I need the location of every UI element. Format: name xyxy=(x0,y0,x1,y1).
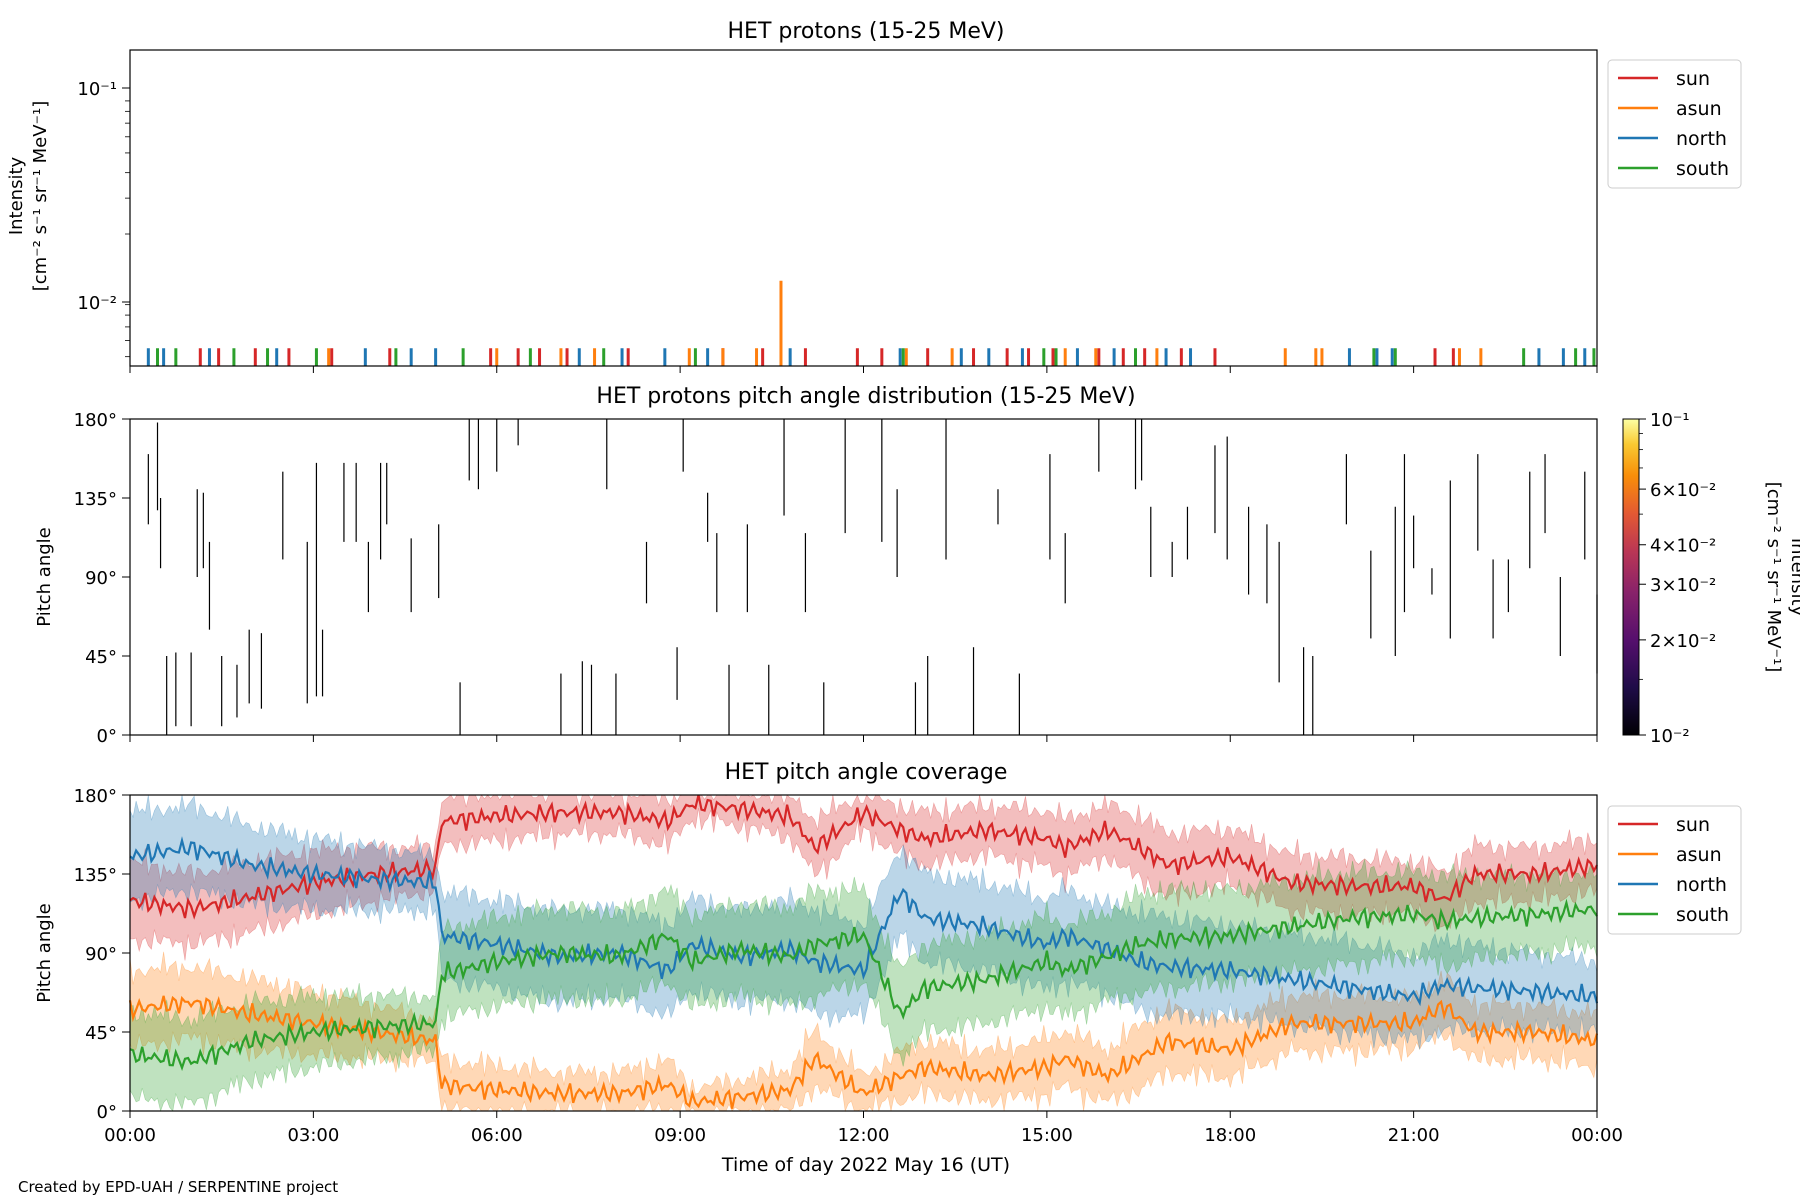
colorbar-ticks: 10⁻¹ 6×10⁻² 4×10⁻² 3×10⁻² 2×10⁻² 10⁻² xyxy=(1639,410,1716,747)
x-tick-label: 03:00 xyxy=(287,1125,339,1146)
panel2-ytick-label-135: 135° xyxy=(74,489,117,510)
legend-label-sun: sun xyxy=(1676,814,1710,836)
legend-label-asun: asun xyxy=(1676,98,1722,120)
panel2-segments xyxy=(147,419,1598,735)
legend-label-south: south xyxy=(1676,904,1729,926)
panel3-frame xyxy=(129,794,1598,1112)
panel3-title: HET pitch angle coverage xyxy=(725,760,1008,785)
x-tick-label: 00:00 xyxy=(104,1125,156,1146)
panel-pitch-distribution: HET protons pitch angle distribution (15… xyxy=(34,384,1800,747)
panel3-ytick-label-45: 45° xyxy=(85,1023,117,1044)
panel2-frame xyxy=(129,418,1598,736)
colorbar-label-line1: Intensity xyxy=(1787,538,1800,617)
x-tick-label: 09:00 xyxy=(654,1125,706,1146)
colorbar-tick-label: 4×10⁻² xyxy=(1650,536,1716,557)
panel1-bars xyxy=(146,280,1596,366)
panel2-ytick-label-180: 180° xyxy=(74,410,117,431)
panel2-ylabel: Pitch angle xyxy=(34,527,55,626)
panel3-ytick-label-90: 90° xyxy=(85,944,117,965)
panel1-xticks xyxy=(129,366,1598,373)
panel1-ylabel-line2: [cm⁻² s⁻¹ sr⁻¹ MeV⁻¹] xyxy=(30,101,51,292)
line-asun xyxy=(128,995,1599,1109)
panel3-ytick-label-0: 0° xyxy=(97,1102,117,1123)
panel2-ytick-label-0: 0° xyxy=(97,726,117,747)
colorbar xyxy=(1622,418,1640,736)
panel1-minor-ticks xyxy=(125,100,130,358)
line-north xyxy=(129,836,1599,1007)
panel3-ytick-label-180: 180° xyxy=(74,786,117,807)
x-tick-labels: 00:00 03:00 06:00 09:00 12:00 15:00 18:00 21:00… xyxy=(104,1125,1623,1146)
x-tick-label: 18:00 xyxy=(1204,1125,1256,1146)
panel3-ytick-label-135: 135° xyxy=(74,865,117,886)
panel1-legend: sun asun north south xyxy=(1607,59,1742,189)
colorbar-tick-label: 10⁻¹ xyxy=(1650,410,1690,431)
colorbar-label: Intensity [cm⁻² s⁻¹ sr⁻¹ MeV⁻¹] xyxy=(1763,482,1800,673)
panel1-frame xyxy=(129,49,1598,367)
panel1-ytick-label-1: 10⁻¹ xyxy=(77,79,117,100)
footer-credit: Created by EPD-UAH / SERPENTINE project xyxy=(18,1178,338,1196)
panel1-ytick-label-2: 10⁻² xyxy=(77,293,117,314)
panel3-xticks xyxy=(129,1111,1598,1118)
panel1-ylabel-line1: Intensity xyxy=(6,156,27,235)
legend-box xyxy=(1607,805,1742,935)
line-south xyxy=(129,898,1598,1071)
x-tick-label: 06:00 xyxy=(471,1125,523,1146)
colorbar-tick-label: 2×10⁻² xyxy=(1650,631,1716,652)
x-tick-label: 00:00 xyxy=(1571,1125,1623,1146)
panel2-title: HET protons pitch angle distribution (15… xyxy=(596,384,1135,409)
legend-label-north: north xyxy=(1676,128,1727,150)
panel3-lines xyxy=(128,794,1599,1109)
panel2-ytick-label-90: 90° xyxy=(85,568,117,589)
colorbar-tick-label: 6×10⁻² xyxy=(1650,480,1716,501)
legend-label-asun: asun xyxy=(1676,844,1722,866)
colorbar-tick-label: 10⁻² xyxy=(1650,726,1690,747)
panel1-ylabel: Intensity [cm⁻² s⁻¹ sr⁻¹ MeV⁻¹] xyxy=(6,101,51,292)
panel3-bands xyxy=(129,794,1598,1113)
legend-label-south: south xyxy=(1676,158,1729,180)
line-sun xyxy=(129,794,1598,920)
panel2-ytick-label-45: 45° xyxy=(85,647,117,668)
legend-label-north: north xyxy=(1676,874,1727,896)
panel-pitch-coverage: HET pitch angle coverage Pitch angle 180… xyxy=(34,760,1742,1123)
panel3-ylabel: Pitch angle xyxy=(34,903,55,1002)
colorbar-tick-label: 3×10⁻² xyxy=(1650,575,1716,596)
legend-box xyxy=(1607,59,1742,189)
panel-intensity: HET protons (15-25 MeV) Intensity [cm⁻² … xyxy=(6,19,1742,373)
x-tick-label: 15:00 xyxy=(1021,1125,1073,1146)
panel3-legend: sun asun north south xyxy=(1607,805,1742,935)
colorbar-label-line2: [cm⁻² s⁻¹ sr⁻¹ MeV⁻¹] xyxy=(1763,482,1784,673)
panel2-xticks xyxy=(129,735,1598,742)
x-tick-label: 21:00 xyxy=(1388,1125,1440,1146)
x-tick-label: 12:00 xyxy=(838,1125,890,1146)
panel1-title: HET protons (15-25 MeV) xyxy=(728,19,1005,44)
x-axis-label: Time of day 2022 May 16 (UT) xyxy=(721,1154,1010,1176)
legend-label-sun: sun xyxy=(1676,68,1710,90)
